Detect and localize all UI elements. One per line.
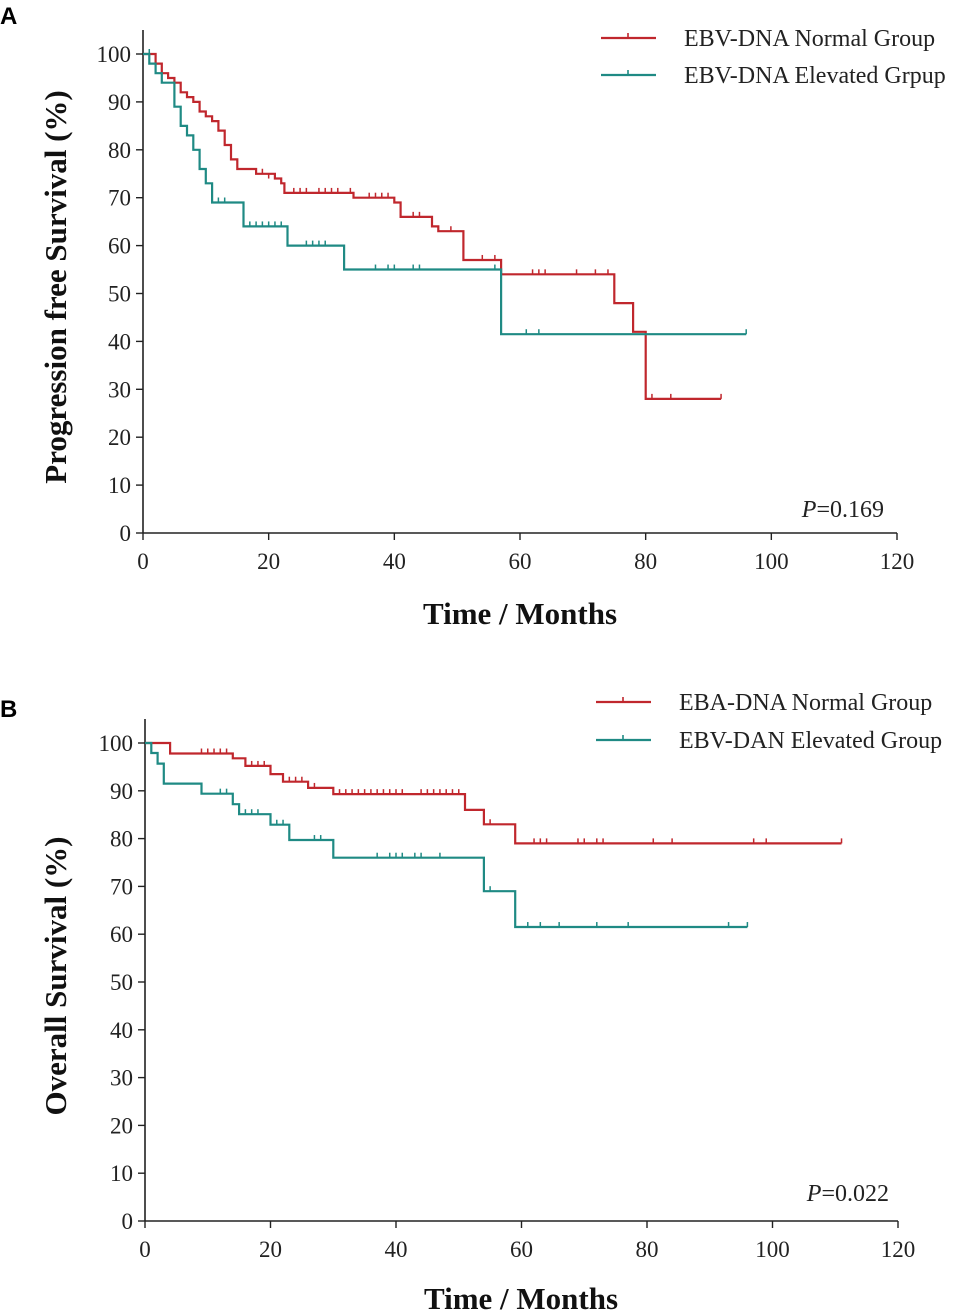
panel-a-legend: EBV-DNA Normal Group EBV-DNA Elevated Gr… bbox=[601, 26, 946, 89]
panel-a-p-letter: P bbox=[801, 497, 817, 523]
panel-a-x-tick-label: 40 bbox=[383, 549, 406, 574]
panel-a-y-tick-label: 60 bbox=[108, 234, 131, 259]
panel-a-y-tick-label: 0 bbox=[120, 521, 132, 546]
panel-a-plot: 0 10 20 30 40 50 60 70 80 90 100 0 20 40 60 80 100 120 bbox=[97, 30, 915, 574]
panel-a-letter: A bbox=[0, 3, 17, 30]
panel-a-y-tick-label: 40 bbox=[108, 329, 131, 354]
panel-b-y-tick-label: 100 bbox=[99, 731, 134, 756]
panel-a-x-axis-title: Time / Months bbox=[423, 596, 617, 631]
panel-a-legend-label-normal: EBV-DNA Normal Group bbox=[684, 26, 935, 52]
panel-a-y-tick-label: 90 bbox=[108, 90, 131, 115]
panel-b-legend: EBA-DNA Normal Group EBV-DAN Elevated Gr… bbox=[596, 690, 942, 754]
panel-a-x-tick-label: 0 bbox=[137, 549, 149, 574]
panel-a-x-tick-label: 120 bbox=[880, 549, 915, 574]
panel-a-y-tick-label: 10 bbox=[108, 473, 131, 498]
panel-b-p-number: =0.022 bbox=[821, 1181, 889, 1207]
panel-a-p-number: =0.169 bbox=[816, 497, 884, 523]
panel-b-x-tick-label: 120 bbox=[881, 1237, 916, 1262]
panel-b-x-tick-label: 60 bbox=[510, 1237, 533, 1262]
panel-b-x-tick-label: 40 bbox=[385, 1237, 408, 1262]
panel-b-y-tick-label: 80 bbox=[110, 827, 133, 852]
panel-a-x-tick-label: 100 bbox=[754, 549, 789, 574]
panel-a-x-tick-label: 20 bbox=[257, 549, 280, 574]
panel-b-y-tick-label: 0 bbox=[122, 1209, 134, 1234]
panel-b-x-tick-label: 0 bbox=[139, 1237, 151, 1262]
panel-b-p-value: P=0.022 bbox=[806, 1181, 889, 1207]
panel-b-x-tick-label: 100 bbox=[755, 1237, 790, 1262]
panel-a-y-tick-label: 50 bbox=[108, 282, 131, 307]
panel-a-x-tick-label: 80 bbox=[634, 549, 657, 574]
panel-a-series-elevated-curve bbox=[143, 52, 747, 336]
panel-b-x-tick-label: 80 bbox=[636, 1237, 659, 1262]
panel-b-series-elevated-curve bbox=[145, 741, 748, 929]
panel-a-y-axis-title: Progression free Survival (%) bbox=[38, 90, 73, 483]
panel-b-legend-label-elevated: EBV-DAN Elevated Group bbox=[679, 728, 942, 754]
panel-b-legend-label-normal: EBA-DNA Normal Group bbox=[679, 690, 932, 716]
panel-a-y-tick-label: 20 bbox=[108, 425, 131, 450]
panel-b-y-tick-label: 60 bbox=[110, 922, 133, 947]
panel-a-y-tick-label: 100 bbox=[97, 42, 132, 67]
panel-b-letter: B bbox=[0, 696, 17, 723]
panel-b-x-axis-title: Time / Months bbox=[424, 1281, 618, 1313]
panel-b-y-tick-label: 90 bbox=[110, 779, 133, 804]
panel-b-y-tick-label: 70 bbox=[110, 874, 133, 899]
panel-b-y-axis-title: Overall Survival (%) bbox=[38, 837, 73, 1116]
panel-b-y-tick-label: 10 bbox=[110, 1161, 133, 1186]
panel-a-y-tick-label: 80 bbox=[108, 138, 131, 163]
panel-b-y-tick-label: 20 bbox=[110, 1113, 133, 1138]
panel-b-y-tick-label: 30 bbox=[110, 1066, 133, 1091]
panel-a-legend-label-elevated: EBV-DNA Elevated Grpup bbox=[684, 63, 946, 89]
panel-b-x-tick-label: 20 bbox=[259, 1237, 282, 1262]
panel-b-series-normal-curve bbox=[145, 741, 842, 845]
panel-a-p-value: P=0.169 bbox=[801, 497, 884, 523]
panel-b-p-letter: P bbox=[806, 1181, 822, 1207]
panel-a-y-tick-label: 30 bbox=[108, 377, 131, 402]
panel-b-y-tick-label: 50 bbox=[110, 970, 133, 995]
panel-a-y-tick-label: 70 bbox=[108, 186, 131, 211]
panel-a-x-tick-label: 60 bbox=[509, 549, 532, 574]
panel-b-y-tick-label: 40 bbox=[110, 1018, 133, 1043]
panel-a-series-normal-curve bbox=[143, 52, 722, 400]
panel-b-plot: 0 10 20 30 40 50 60 70 80 90 100 0 20 40 60 80 100 120 bbox=[99, 719, 916, 1262]
